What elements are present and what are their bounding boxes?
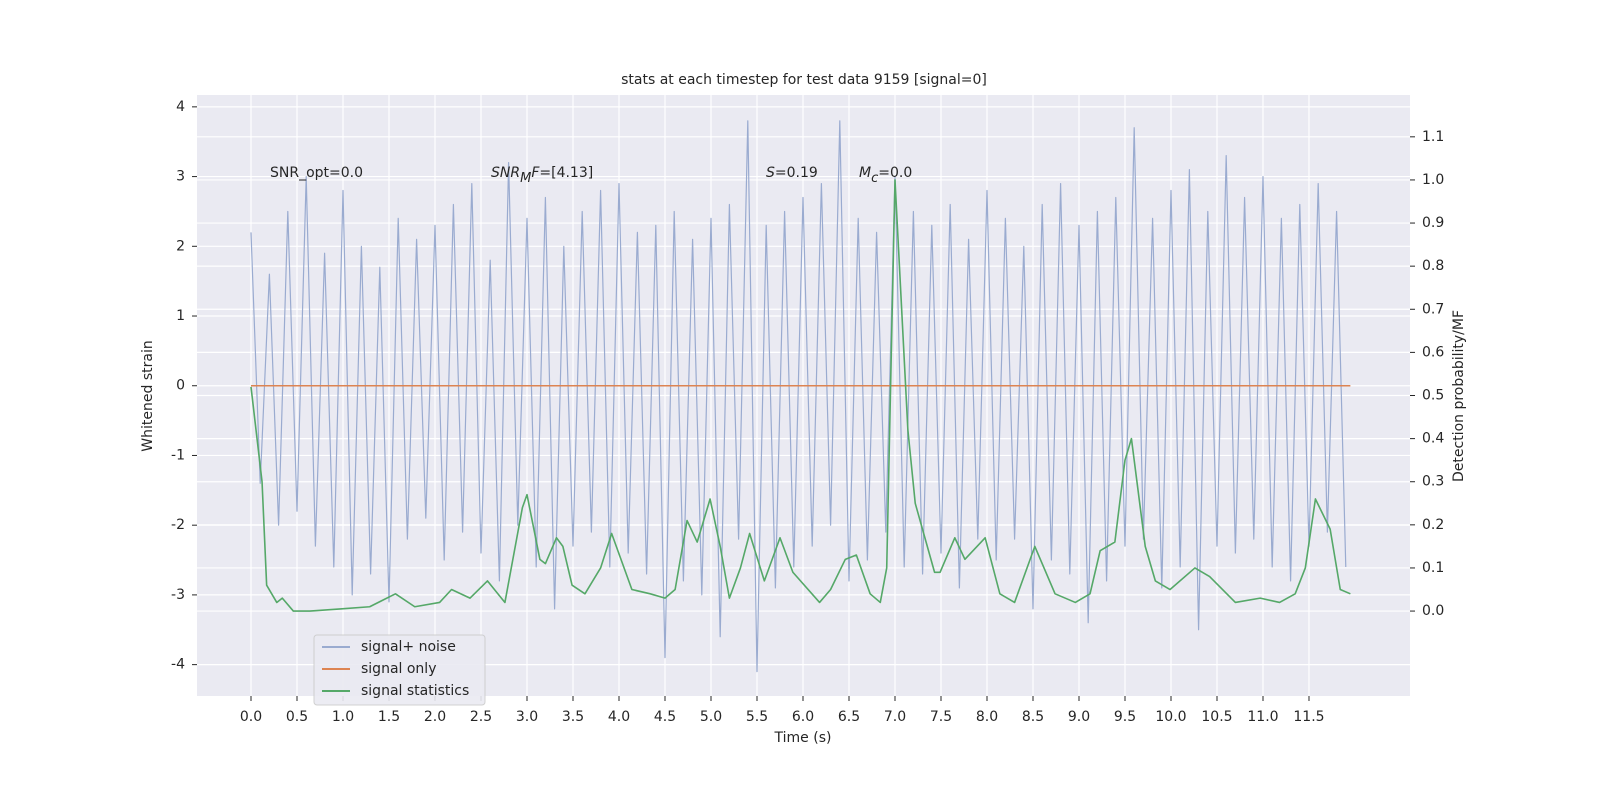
series-line [250, 120, 1347, 673]
grid: 0.0 0.5 1.0 1.5 2.0 2.5 3.0 3.5 4.0 4.5 5.0 5.5 6.0 6… [171, 95, 1444, 725]
y2-tick-label: 0.6 [1422, 344, 1444, 360]
y-tick-label: -1 [171, 447, 185, 463]
x-tick-label: 9.5 [1114, 709, 1136, 725]
y2-tick-label: 0.8 [1422, 258, 1444, 274]
y2-tick-label: 0.2 [1422, 517, 1444, 533]
y-tick-label: 4 [176, 99, 185, 115]
y-tick-label: -4 [171, 657, 185, 673]
x-tick-label: 11.0 [1247, 709, 1278, 725]
x-tick-label: 6.0 [792, 709, 814, 725]
y2-tick-label: 0.1 [1422, 560, 1444, 576]
x-tick-label: 0.5 [286, 709, 308, 725]
y2-tick-label: 0.5 [1422, 388, 1444, 404]
y2-tick-label: 1.1 [1422, 129, 1444, 145]
annotation-part: M [859, 165, 871, 181]
x-tick-label: 0.0 [240, 709, 262, 725]
annotation-part: =0.19 [775, 165, 818, 181]
y-tick-label: 2 [176, 238, 185, 254]
chart-title: stats at each timestep for test data 915… [621, 72, 987, 88]
legend-box [313, 634, 486, 706]
x-tick-label: 3.5 [562, 709, 584, 725]
y2-tick-label: 1.0 [1422, 172, 1444, 188]
y-tick-label: -3 [171, 587, 185, 603]
x-tick-label: 11.5 [1293, 709, 1324, 725]
y-tick-label: 0 [176, 378, 185, 394]
annotation-part: =[4.13] [539, 165, 593, 181]
x-tick-label: 2.5 [470, 709, 492, 725]
annotation-part: S [766, 165, 775, 181]
x-tick-label: 7.0 [884, 709, 906, 725]
legend-label: signal+ noise [361, 639, 456, 655]
x-axis-label: Time (s) [774, 730, 832, 746]
y2-tick-label: 0.9 [1422, 215, 1444, 231]
x-tick-label: 10.0 [1155, 709, 1186, 725]
x-tick-label: 5.0 [700, 709, 722, 725]
x-tick-label: 9.0 [1068, 709, 1090, 725]
y2-tick-label: 0.7 [1422, 301, 1444, 317]
x-tick-label: 3.0 [516, 709, 538, 725]
x-tick-label: 4.0 [608, 709, 630, 725]
annotation: SNR_opt=0.0 [270, 165, 363, 181]
series-line [250, 179, 1351, 612]
annotation-part: M [520, 171, 531, 186]
x-tick-label: 8.5 [1022, 709, 1044, 725]
y2-axis-label: Detection probability/MF [1451, 310, 1467, 482]
y2-tick-label: 0.3 [1422, 474, 1444, 490]
annotation: SNRMF=[4.13] [491, 165, 593, 186]
annotation-part: F [531, 165, 540, 181]
x-tick-label: 4.5 [654, 709, 676, 725]
x-tick-label: 7.5 [930, 709, 952, 725]
y2-tick-label: 0.4 [1422, 431, 1444, 447]
y2-tick-label: 0.0 [1422, 603, 1444, 619]
y-tick-label: 1 [176, 308, 185, 324]
annotation-part: c [871, 171, 878, 186]
x-tick-label: 1.5 [378, 709, 400, 725]
x-tick-label: 2.0 [424, 709, 446, 725]
legend-label: signal statistics [361, 683, 469, 699]
y-axis-label: Whitened strain [140, 340, 156, 451]
x-tick-label: 6.5 [838, 709, 860, 725]
annotation-part: SNR [491, 165, 520, 181]
x-tick-label: 1.0 [332, 709, 354, 725]
annotations: SNR_opt=0.0 SNRMF=[4.13] S=0.19 Mc=0.0 [270, 165, 912, 186]
marks [250, 120, 1351, 673]
legend-label: signal only [361, 661, 436, 677]
x-tick-label: 5.5 [746, 709, 768, 725]
annotation-part: SNR_opt=0.0 [270, 165, 363, 181]
annotation-part: =0.0 [878, 165, 912, 181]
x-tick-label: 10.5 [1201, 709, 1232, 725]
x-tick-label: 8.0 [976, 709, 998, 725]
annotation: Mc=0.0 [859, 165, 912, 186]
annotation: S=0.19 [766, 165, 818, 181]
legend: signal+ noise signal only signal statistic… [313, 634, 486, 706]
y-tick-label: 3 [176, 169, 185, 185]
y-tick-label: -2 [171, 517, 185, 533]
